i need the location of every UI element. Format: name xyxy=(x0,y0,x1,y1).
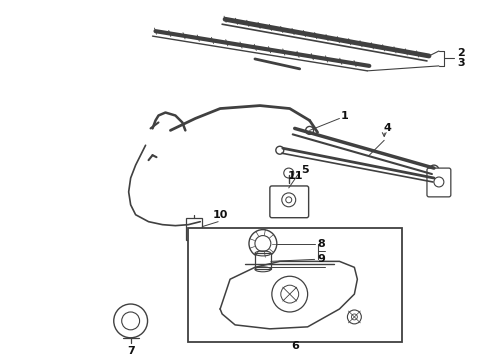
Circle shape xyxy=(276,146,284,154)
Circle shape xyxy=(429,165,439,175)
Bar xyxy=(188,228,402,342)
Text: 4: 4 xyxy=(383,123,391,134)
Text: 8: 8 xyxy=(318,239,325,248)
Text: 1: 1 xyxy=(341,111,348,121)
Text: 5: 5 xyxy=(301,165,309,175)
Text: 11: 11 xyxy=(288,171,303,181)
Circle shape xyxy=(306,126,314,134)
Text: 7: 7 xyxy=(127,346,135,356)
Text: 2: 2 xyxy=(457,48,465,58)
FancyBboxPatch shape xyxy=(270,186,309,218)
Text: 6: 6 xyxy=(291,341,298,351)
Text: 9: 9 xyxy=(318,255,325,264)
Text: 10: 10 xyxy=(213,210,228,220)
Bar xyxy=(186,218,202,239)
FancyBboxPatch shape xyxy=(427,168,451,197)
Bar xyxy=(255,253,271,269)
Text: 3: 3 xyxy=(457,58,465,68)
